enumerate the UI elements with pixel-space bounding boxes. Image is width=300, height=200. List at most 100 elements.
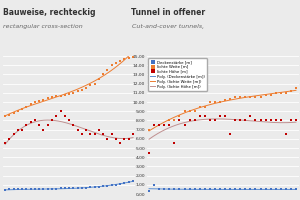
Point [16, 110, 20, 113]
Point [177, 188, 182, 191]
Point [233, 119, 238, 122]
Point [258, 188, 263, 191]
Point [157, 123, 162, 127]
Text: rectangular cross-section: rectangular cross-section [3, 24, 83, 29]
Point [75, 128, 80, 131]
Point [84, 87, 88, 90]
Point [233, 96, 238, 99]
Point [223, 188, 227, 191]
Point [223, 114, 227, 117]
Point [71, 123, 76, 127]
Point [147, 128, 152, 131]
Point [207, 119, 212, 122]
Point [92, 82, 97, 85]
Point [101, 185, 106, 188]
Point [67, 187, 71, 190]
Point [218, 188, 222, 191]
Point [114, 137, 118, 140]
Point [202, 105, 207, 108]
Point [130, 133, 135, 136]
Point [228, 188, 232, 191]
Point [122, 181, 127, 185]
Point [80, 186, 84, 189]
Point [62, 187, 67, 190]
Text: Cut-and-cover tunnels,: Cut-and-cover tunnels, [132, 24, 204, 29]
Point [130, 180, 135, 183]
Point [263, 119, 268, 122]
Point [114, 183, 118, 186]
Point [58, 94, 63, 97]
Point [7, 113, 12, 116]
Point [228, 98, 232, 101]
Point [58, 187, 63, 190]
Point [45, 97, 50, 100]
Point [167, 123, 172, 127]
Point [172, 188, 177, 191]
Point [41, 99, 46, 102]
Point [243, 188, 248, 191]
Point [248, 96, 253, 99]
Point [41, 188, 46, 191]
Point [28, 188, 33, 191]
Point [122, 137, 127, 140]
Point [294, 119, 298, 122]
Point [75, 89, 80, 93]
Point [118, 182, 123, 185]
Point [28, 121, 33, 124]
Point [54, 114, 59, 117]
Point [80, 133, 84, 136]
Point [97, 185, 101, 188]
Point [41, 128, 46, 131]
Point [147, 190, 152, 193]
Point [88, 84, 93, 87]
Legend: Deckenstärke [m], lichte Weite [m], lichte Höhe [m], Poly. (Deckenstärke [m]), P: Deckenstärke [m], lichte Weite [m], lich… [148, 58, 207, 91]
Point [273, 119, 278, 122]
Point [278, 188, 283, 191]
Point [122, 57, 127, 60]
Point [187, 119, 192, 122]
Point [258, 119, 263, 122]
Point [253, 96, 258, 99]
Point [172, 119, 177, 122]
Point [54, 187, 59, 191]
Point [263, 93, 268, 96]
Point [212, 119, 217, 122]
Point [212, 188, 217, 191]
Point [33, 119, 38, 122]
Point [71, 186, 76, 190]
Point [20, 128, 25, 131]
Point [118, 142, 123, 145]
Point [218, 114, 222, 117]
Point [105, 184, 110, 187]
Point [152, 123, 157, 127]
Point [172, 142, 177, 145]
Point [177, 119, 182, 122]
Point [3, 114, 8, 117]
Point [33, 188, 38, 191]
Point [147, 151, 152, 154]
Point [97, 77, 101, 81]
Text: Bauweise, rechteckig: Bauweise, rechteckig [3, 8, 95, 17]
Point [84, 186, 88, 189]
Point [157, 188, 162, 191]
Point [101, 133, 106, 136]
Point [11, 111, 16, 115]
Point [88, 133, 93, 136]
Point [294, 188, 298, 191]
Point [187, 110, 192, 113]
Point [238, 188, 243, 191]
Point [207, 188, 212, 191]
Point [105, 137, 110, 140]
Point [20, 187, 25, 191]
Point [37, 99, 42, 103]
Point [16, 188, 20, 191]
Point [7, 188, 12, 191]
Point [109, 133, 114, 136]
Point [37, 187, 42, 191]
Point [97, 128, 101, 131]
Point [207, 100, 212, 104]
Point [263, 188, 268, 191]
Point [130, 55, 135, 59]
Point [253, 188, 258, 191]
Point [162, 123, 167, 127]
